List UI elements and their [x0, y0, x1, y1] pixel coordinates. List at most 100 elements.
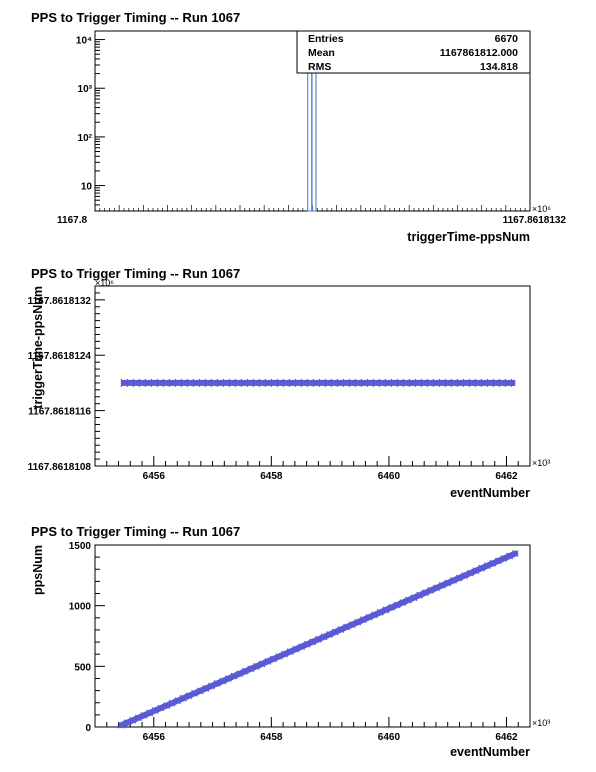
scatter-marker: [129, 716, 137, 724]
scatter-marker: [292, 645, 300, 653]
panel-2-title: PPS to Trigger Timing -- Run 1067: [31, 266, 240, 281]
scatter-marker: [236, 670, 244, 678]
panel-1-x-tick-right: 1167.8618132: [503, 215, 567, 226]
panel-2-y-axis-title: triggerTime-ppsNum: [31, 286, 45, 409]
panel-2-x-axis-title: eventNumber: [450, 486, 530, 500]
panel-2-x-multiplier: ×10³: [532, 458, 550, 468]
y-tick-label: 10²: [78, 133, 93, 144]
scatter-marker: [421, 589, 429, 597]
scatter-marker: [146, 709, 154, 717]
scatter-marker: [483, 562, 491, 570]
scatter-marker: [359, 616, 367, 624]
stats-box: Entries 6670 Mean 1167861812.000 RMS 134…: [296, 30, 531, 74]
x-tick-label: 6460: [378, 471, 401, 482]
stats-rms-value: 134.818: [480, 61, 518, 73]
scatter-marker: [489, 559, 497, 567]
scatter-marker: [286, 648, 294, 656]
scatter-marker: [337, 626, 345, 633]
panel-2-y-ticks: 1167.8618108 1167.8618116 1167.8618124 1167…: [28, 292, 105, 473]
scatter-marker: [410, 594, 418, 602]
scatter-marker: [224, 675, 232, 683]
scatter-marker: [326, 631, 334, 638]
scatter-marker: [343, 623, 350, 631]
stats-mean-label: Mean: [308, 47, 335, 59]
stats-box-frame: [296, 30, 531, 74]
scatter-marker: [303, 640, 311, 648]
scatter-marker: [371, 611, 379, 619]
histogram-bar: [311, 68, 317, 212]
panel-3-title: PPS to Trigger Timing -- Run 1067: [31, 524, 240, 539]
scatter-marker: [461, 572, 469, 579]
panel-3: PPS to Trigger Timing -- Run 1067 0 500 10…: [31, 524, 550, 759]
scatter-marker: [202, 684, 210, 692]
scatter-marker: [253, 662, 260, 670]
scatter-marker: [455, 574, 463, 582]
y-tick-label: 1167.8618132: [28, 296, 92, 307]
panel-1-bars: [307, 58, 317, 212]
y-tick-label: 0: [85, 723, 91, 734]
scatter-marker: [449, 577, 457, 584]
scatter-marker: [264, 657, 272, 665]
scatter-marker: [309, 638, 317, 646]
stats-entries-label: Entries: [308, 33, 344, 45]
panel-2-y-multiplier: ×10⁶: [95, 278, 114, 288]
scatter-marker: [157, 704, 165, 712]
scatter-marker: [365, 613, 373, 621]
x-tick-label: 6458: [260, 471, 283, 482]
scatter-marker: [118, 721, 125, 729]
scatter-marker: [393, 601, 401, 609]
x-tick-label: 6456: [143, 471, 166, 482]
x-tick-label: 6462: [495, 732, 518, 743]
scatter-marker: [258, 660, 266, 668]
scatter-marker: [438, 581, 446, 589]
panel-3-x-multiplier: ×10³: [532, 718, 550, 728]
x-tick-label: 6456: [143, 732, 166, 743]
stats-entries-value: 6670: [495, 33, 519, 45]
scatter-marker: [174, 697, 182, 705]
scatter-marker: [404, 596, 412, 604]
panel-1-y-ticks: 10 10² 10³ 10⁴: [76, 36, 105, 212]
panel-3-y-axis-title: ppsNum: [31, 545, 45, 595]
scatter-marker: [140, 711, 148, 719]
scatter-marker: [331, 628, 339, 636]
y-tick-label: 1000: [69, 602, 92, 613]
scatter-band: [121, 379, 516, 386]
scatter-marker: [151, 707, 159, 714]
scatter-marker: [320, 633, 328, 641]
scatter-marker: [134, 714, 142, 722]
scatter-marker: [219, 677, 227, 685]
scatter-marker: [230, 672, 238, 680]
scatter-marker: [314, 635, 322, 643]
scatter-marker: [433, 584, 440, 592]
scatter-marker: [472, 567, 480, 575]
scatter-marker: [416, 591, 424, 599]
scatter-marker: [163, 702, 170, 709]
y-tick-label: 10³: [78, 84, 93, 95]
y-tick-label: 1167.8618116: [28, 407, 91, 418]
panel-1-title: PPS to Trigger Timing -- Run 1067: [31, 10, 240, 25]
y-tick-label: 500: [74, 662, 91, 673]
x-tick-label: 6460: [378, 732, 401, 743]
scatter-marker: [478, 564, 485, 572]
scatter-marker: [281, 650, 289, 658]
panel-2-series: [120, 378, 516, 387]
scatter-marker: [269, 655, 277, 663]
scatter-marker: [208, 682, 215, 690]
scatter-marker: [354, 618, 362, 626]
y-tick-label: 10: [81, 182, 93, 193]
scatter-marker: [168, 699, 176, 707]
y-tick-label: 10⁴: [76, 36, 92, 47]
stats-mean-value: 1167861812.000: [440, 47, 518, 59]
histogram-bar: [307, 58, 313, 212]
panel-3-series: [118, 550, 519, 729]
scatter-marker: [275, 653, 283, 660]
scatter-marker: [511, 550, 519, 557]
panel-1-x-axis-title: triggerTime-ppsNum: [407, 230, 530, 244]
scatter-marker: [247, 665, 255, 673]
stats-rms-label: RMS: [308, 61, 331, 73]
scatter-marker: [506, 552, 514, 560]
scatter-marker: [399, 599, 407, 606]
x-tick-label: 6458: [260, 732, 283, 743]
scatter-marker: [179, 694, 187, 702]
